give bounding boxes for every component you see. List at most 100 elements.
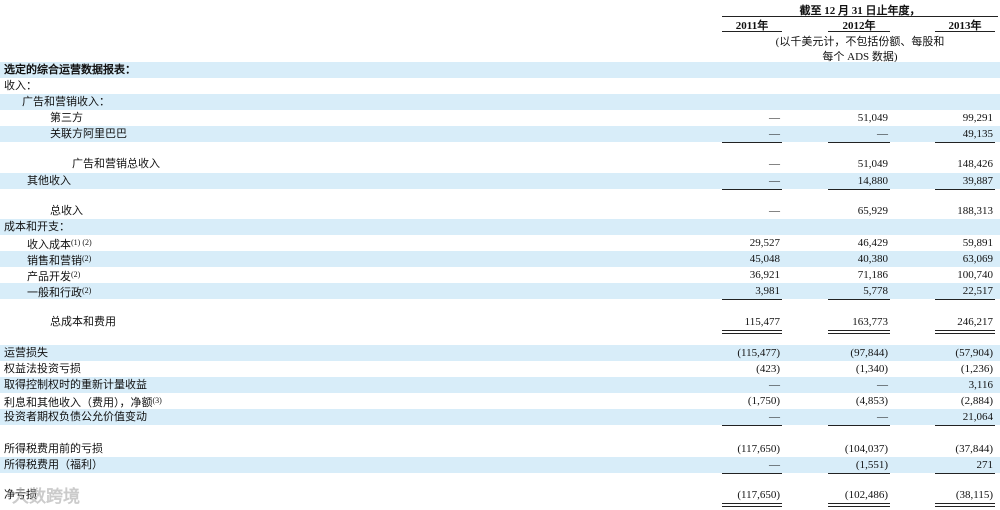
cell-value: 14,880	[857, 175, 888, 187]
double-rule	[828, 503, 890, 507]
footnote-ref: (2)	[82, 286, 92, 295]
double-rule	[935, 503, 995, 507]
row-label: 收入成本(1) (2)	[27, 235, 92, 253]
sum-rule	[722, 142, 782, 143]
row-shade	[0, 457, 1000, 473]
label-text: 所得税费用前的亏损	[4, 443, 103, 455]
label-text: 关联方阿里巴巴	[50, 128, 127, 140]
cell-value: 100,740	[957, 269, 993, 281]
footnote-ref: (2)	[82, 254, 92, 263]
cell-value: 49,135	[962, 128, 993, 140]
footnote-ref: (1) (2)	[71, 238, 92, 247]
cell-value: (1,750)	[747, 395, 780, 407]
label-text: 选定的综合运营数据报表：	[4, 64, 136, 76]
label-text: 收入成本	[27, 239, 71, 251]
label-text: 总成本和费用	[50, 316, 116, 328]
footnote-ref: (2)	[71, 270, 81, 279]
sum-rule	[722, 425, 782, 426]
cell-value: (115,477)	[737, 347, 780, 359]
label-text: 其他收入	[27, 175, 71, 187]
cell-value: 36,921	[749, 269, 780, 281]
cell-value: (117,650)	[737, 489, 780, 501]
sum-rule	[935, 142, 995, 143]
sum-rule	[828, 189, 890, 190]
label-text: 所得税费用（福利）	[4, 459, 103, 471]
row-shade	[0, 62, 1000, 78]
label-text: 权益法投资亏损	[4, 363, 81, 375]
label-text: 广告和营销收入：	[22, 96, 110, 108]
watermark: 大数跨境	[12, 487, 80, 507]
sum-rule	[828, 142, 890, 143]
cell-value: —	[769, 112, 780, 124]
cell-value: 188,313	[957, 205, 993, 217]
row-shade	[0, 377, 1000, 393]
double-rule	[722, 503, 782, 507]
cell-value: 271	[976, 459, 994, 471]
cell-value: 65,929	[857, 205, 888, 217]
row-label: 成本和开支：	[4, 219, 70, 235]
cell-value: —	[877, 128, 888, 140]
row-shade	[0, 345, 1000, 361]
cell-value: —	[769, 158, 780, 170]
cell-value: (423)	[756, 363, 780, 375]
row-label: 关联方阿里巴巴	[50, 126, 127, 142]
cell-value: —	[877, 379, 888, 391]
cell-value: —	[877, 411, 888, 423]
cell-value: 148,426	[957, 158, 993, 170]
label-text: 第三方	[50, 112, 83, 124]
period-header: 截至 12 月 31 日止年度，	[799, 5, 921, 17]
label-text: 总收入	[50, 205, 83, 217]
cell-value: (1,340)	[855, 363, 888, 375]
cell-value: 29,527	[749, 237, 780, 249]
sum-rule	[828, 425, 890, 426]
label-text: 投资者期权负债公允价值变动	[4, 411, 147, 423]
cell-value: (1,551)	[855, 459, 888, 471]
row-label: 总成本和费用	[50, 314, 116, 330]
cell-value: 45,048	[749, 253, 780, 265]
label-text: 取得控制权时的重新计量收益	[4, 379, 147, 391]
row-label: 产品开发(2)	[27, 267, 80, 285]
row-label: 取得控制权时的重新计量收益	[4, 377, 147, 393]
label-text: 运营损失	[4, 347, 48, 359]
cell-value: 22,517	[962, 285, 993, 297]
year-header: 2012年	[842, 20, 876, 32]
cell-value: (38,115)	[955, 489, 993, 501]
cell-value: (4,853)	[855, 395, 888, 407]
sum-rule	[722, 189, 782, 190]
sum-rule	[722, 299, 782, 300]
double-rule	[722, 330, 782, 334]
cell-value: —	[769, 175, 780, 187]
cell-value: (102,486)	[844, 489, 888, 501]
row-label: 净亏损	[4, 487, 37, 503]
cell-value: (97,844)	[850, 347, 888, 359]
cell-value: 5,778	[863, 285, 888, 297]
footnote-ref: (3)	[152, 396, 162, 405]
row-label: 一般和行政(2)	[27, 283, 91, 301]
double-rule	[935, 330, 995, 334]
cell-value: (2,884)	[960, 395, 993, 407]
cell-value: (104,037)	[844, 443, 888, 455]
cell-value: 163,773	[852, 316, 888, 328]
sum-rule	[828, 473, 890, 474]
cell-value: (1,236)	[960, 363, 993, 375]
row-shade	[0, 251, 1000, 267]
cell-value: —	[769, 411, 780, 423]
row-label: 选定的综合运营数据报表：	[4, 62, 136, 78]
row-label: 其他收入	[27, 173, 71, 189]
cell-value: 71,186	[857, 269, 888, 281]
row-label: 运营损失	[4, 345, 48, 361]
row-label: 第三方	[50, 110, 83, 126]
cell-value: 246,217	[957, 316, 993, 328]
cell-value: —	[769, 128, 780, 140]
sum-rule	[935, 425, 995, 426]
sum-rule	[828, 299, 890, 300]
cell-value: (117,650)	[737, 443, 780, 455]
row-label: 广告和营销总收入	[72, 156, 160, 172]
cell-value: 63,069	[962, 253, 993, 265]
row-shade	[0, 219, 1000, 235]
label-text: 广告和营销总收入	[72, 158, 160, 170]
cell-value: 40,380	[857, 253, 888, 265]
row-shade	[0, 173, 1000, 189]
row-label: 利息和其他收入（费用），净额(3)	[4, 393, 162, 411]
